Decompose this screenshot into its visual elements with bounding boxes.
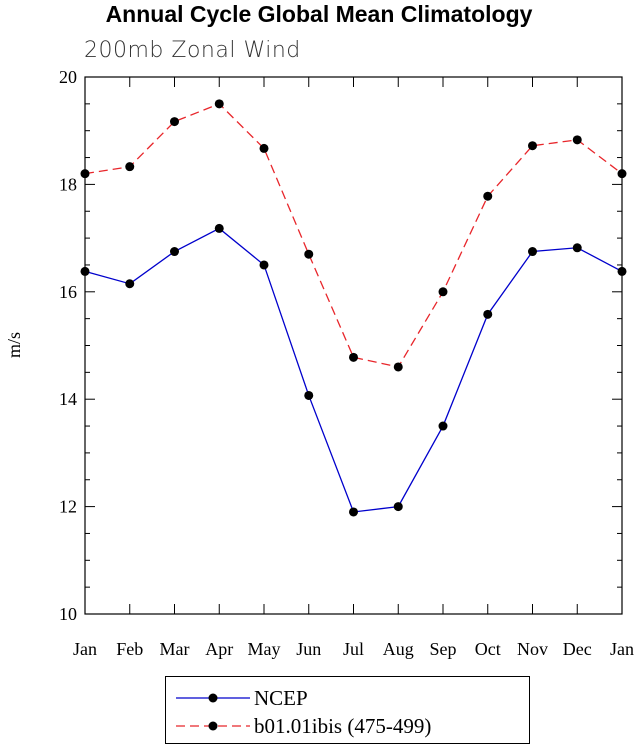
legend-swatch-model [176, 721, 250, 731]
legend-entry-model: b01.01ibis (475-499) [166, 711, 529, 741]
x-tick-label: Feb [116, 639, 143, 659]
x-tick-label: Aug [383, 639, 414, 659]
data-point-s1-3 [214, 99, 224, 109]
data-point-s0-11 [572, 243, 582, 253]
plot-frame [84, 76, 623, 615]
data-point-s0-4 [259, 260, 269, 270]
data-point-s0-12 [617, 266, 627, 276]
data-point-s0-10 [528, 247, 537, 257]
data-point-s0-6 [349, 507, 358, 517]
data-point-s1-12 [617, 169, 627, 179]
data-point-s1-5 [304, 249, 314, 259]
y-axis-title: m/s [4, 332, 24, 358]
legend-swatch-ncep [176, 693, 250, 703]
legend-label-ncep: NCEP [254, 686, 308, 710]
data-point-s0-5 [304, 390, 314, 400]
y-tick-label: 16 [59, 282, 77, 302]
data-point-s1-11 [572, 135, 582, 145]
data-point-s0-2 [170, 247, 179, 257]
x-tick-label: Mar [160, 639, 190, 659]
legend-entry-ncep: NCEP [166, 683, 529, 713]
x-tick-label: Jan [73, 639, 97, 659]
data-point-s1-10 [528, 141, 537, 151]
x-tick-label: Jan [610, 639, 634, 659]
data-point-s1-1 [125, 162, 135, 172]
chart-subtitle: 200mb Zonal Wind [84, 38, 301, 63]
x-tick-label: Jul [343, 639, 364, 659]
y-tick-label: 12 [59, 497, 77, 517]
data-point-s1-7 [393, 362, 403, 372]
data-point-s1-2 [170, 117, 179, 127]
data-point-s0-1 [125, 279, 135, 289]
data-point-s1-4 [259, 143, 269, 153]
y-tick-labels: 10 12 14 16 18 20 [59, 67, 77, 624]
data-point-s0-9 [483, 309, 493, 319]
line-chart: 10 12 14 16 18 20 Jan Feb Mar Apr May Jun Jul Aug Sep… [4, 67, 634, 659]
axis-ticks [84, 76, 623, 615]
data-point-s1-8 [438, 287, 448, 297]
series-line-1 [84, 103, 623, 368]
x-tick-label: Nov [517, 639, 548, 659]
x-tick-label: Sep [430, 639, 457, 659]
data-point-s1-6 [349, 352, 358, 362]
x-tick-label: May [248, 639, 281, 659]
x-tick-labels: Jan Feb Mar Apr May Jun Jul Aug Sep Oct Nov Dec Jan [73, 639, 634, 659]
data-point-s1-9 [483, 191, 493, 201]
y-tick-label: 18 [59, 174, 77, 194]
x-tick-label: Apr [205, 639, 233, 659]
data-point-s0-0 [80, 266, 90, 276]
y-tick-label: 14 [59, 389, 77, 409]
data-point-s1-0 [80, 169, 90, 179]
x-tick-label: Jun [296, 639, 321, 659]
legend: NCEP b01.01ibis (475-499) [165, 676, 530, 744]
data-point-s0-3 [214, 223, 224, 233]
chart-title: Annual Cycle Global Mean Climatology [105, 1, 533, 27]
y-tick-label: 20 [59, 67, 77, 87]
x-tick-label: Dec [563, 639, 592, 659]
series-line-0 [84, 227, 623, 513]
x-tick-label: Oct [475, 639, 501, 659]
legend-label-model: b01.01ibis (475-499) [254, 714, 432, 738]
data-point-s0-8 [438, 421, 448, 431]
series-group [80, 99, 627, 517]
y-tick-label: 10 [59, 604, 77, 624]
data-point-s0-7 [393, 502, 403, 512]
